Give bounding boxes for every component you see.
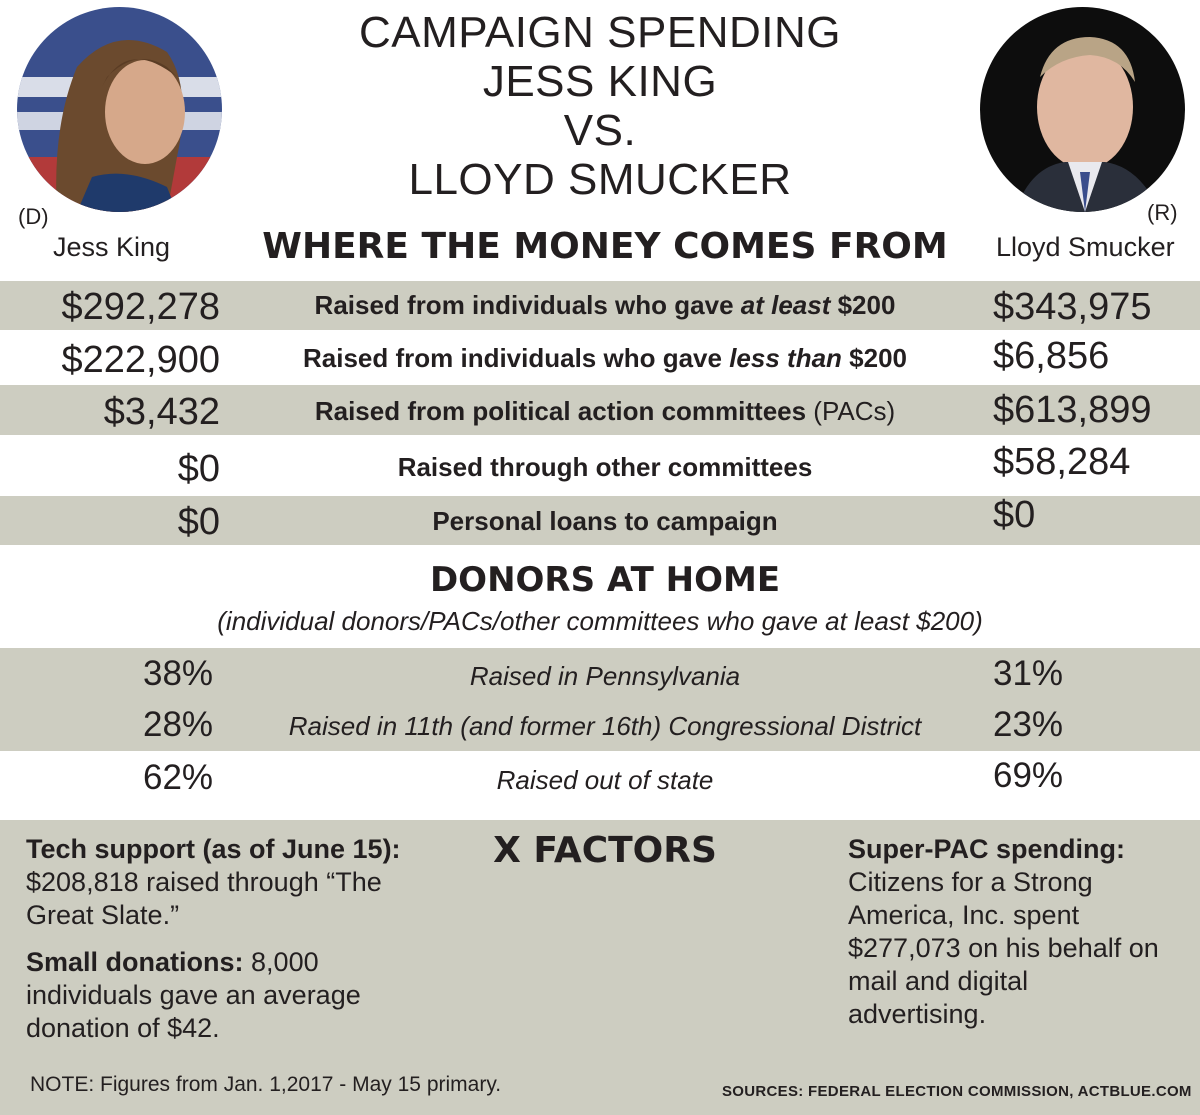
home-heading: DONORS AT HOME <box>429 560 781 600</box>
home-right-pct: 69% <box>993 756 1064 795</box>
money-row: $0 Raised through other committees $58,2… <box>0 437 1200 492</box>
page-title: CAMPAIGN SPENDING JESS KING VS. LLOYD SM… <box>300 8 900 204</box>
sources: SOURCES: FEDERAL ELECTION COMMISSION, AC… <box>722 1083 1192 1100</box>
money-right-value: $6,856 <box>993 335 1110 377</box>
money-left-value: $0 <box>177 501 220 543</box>
right-candidate-name: Lloyd Smucker <box>996 232 1175 262</box>
jess-king-photo <box>17 7 222 212</box>
title-line-4: LLOYD SMUCKER <box>408 155 792 204</box>
footnote: NOTE: Figures from Jan. 1,2017 - May 15 … <box>30 1073 502 1096</box>
money-label: Raised from individuals who gave less th… <box>302 343 907 373</box>
money-row: $0 Personal loans to campaign $0 <box>0 494 1200 545</box>
xfactors-panel <box>0 820 1200 1115</box>
money-label: Raised through other committees <box>397 452 813 482</box>
home-left-pct: 62% <box>143 758 214 797</box>
tech-support-text: Tech support (as of June 15): $208,818 r… <box>26 833 446 932</box>
small-donations-value: 8,000 individuals gave an average donati… <box>26 947 361 1043</box>
left-party: (D) <box>18 204 49 229</box>
money-label: Raised from individuals who gave at leas… <box>314 290 896 320</box>
small-donations-label: Small donations: <box>26 947 244 977</box>
money-left-value: $3,432 <box>103 391 220 433</box>
title-line-2: JESS KING <box>482 57 718 106</box>
home-label: Raised out of state <box>496 765 714 795</box>
money-row: $292,278 Raised from individuals who gav… <box>0 281 1200 330</box>
home-left-pct: 28% <box>143 705 214 744</box>
left-candidate-name: Jess King <box>53 232 171 262</box>
lloyd-smucker-photo <box>980 7 1185 212</box>
title-line-1: CAMPAIGN SPENDING <box>359 8 841 57</box>
home-subheading: (individual donors/PACs/other committees… <box>217 606 983 636</box>
money-right-value: $58,284 <box>993 441 1131 483</box>
home-row: 28% Raised in 11th (and former 16th) Con… <box>0 703 1200 751</box>
money-row: $3,432 Raised from political action comm… <box>0 385 1200 435</box>
home-row: 62% Raised out of state 69% <box>0 755 1200 810</box>
money-heading: WHERE THE MONEY COMES FROM <box>262 226 948 267</box>
home-label: Raised in 11th (and former 16th) Congres… <box>288 711 922 741</box>
money-left-value: $292,278 <box>61 286 221 328</box>
home-right-pct: 31% <box>993 654 1064 693</box>
money-right-value: $343,975 <box>993 286 1152 328</box>
money-label: Personal loans to campaign <box>432 506 778 536</box>
superpac-value: Citizens for a Strong America, Inc. spen… <box>848 867 1159 1029</box>
home-left-pct: 38% <box>143 654 214 693</box>
right-party: (R) <box>1147 200 1178 225</box>
money-right-value: $613,899 <box>993 389 1152 431</box>
small-donations-text: Small donations: 8,000 individuals gave … <box>26 946 426 1045</box>
superpac-text: Super-PAC spending: Citizens for a Stron… <box>848 833 1168 1031</box>
tech-support-label: Tech support (as of June 15): <box>26 834 401 864</box>
money-label: Raised from political action committees … <box>314 396 896 426</box>
money-left-value: $222,900 <box>61 339 221 381</box>
home-right-pct: 23% <box>993 705 1064 744</box>
xfactors-heading: X FACTORS <box>493 830 717 871</box>
home-band <box>0 648 1200 751</box>
money-left-value: $0 <box>177 448 220 490</box>
home-row: 38% Raised in Pennsylvania 31% <box>0 651 1200 701</box>
money-right-value: $0 <box>993 494 1036 536</box>
home-label: Raised in Pennsylvania <box>469 661 741 691</box>
tech-support-value: $208,818 raised through “The Great Slate… <box>26 867 382 930</box>
money-row: $222,900 Raised from individuals who gav… <box>0 333 1200 383</box>
title-line-3: VS. <box>563 106 637 155</box>
superpac-label: Super-PAC spending: <box>848 834 1126 864</box>
